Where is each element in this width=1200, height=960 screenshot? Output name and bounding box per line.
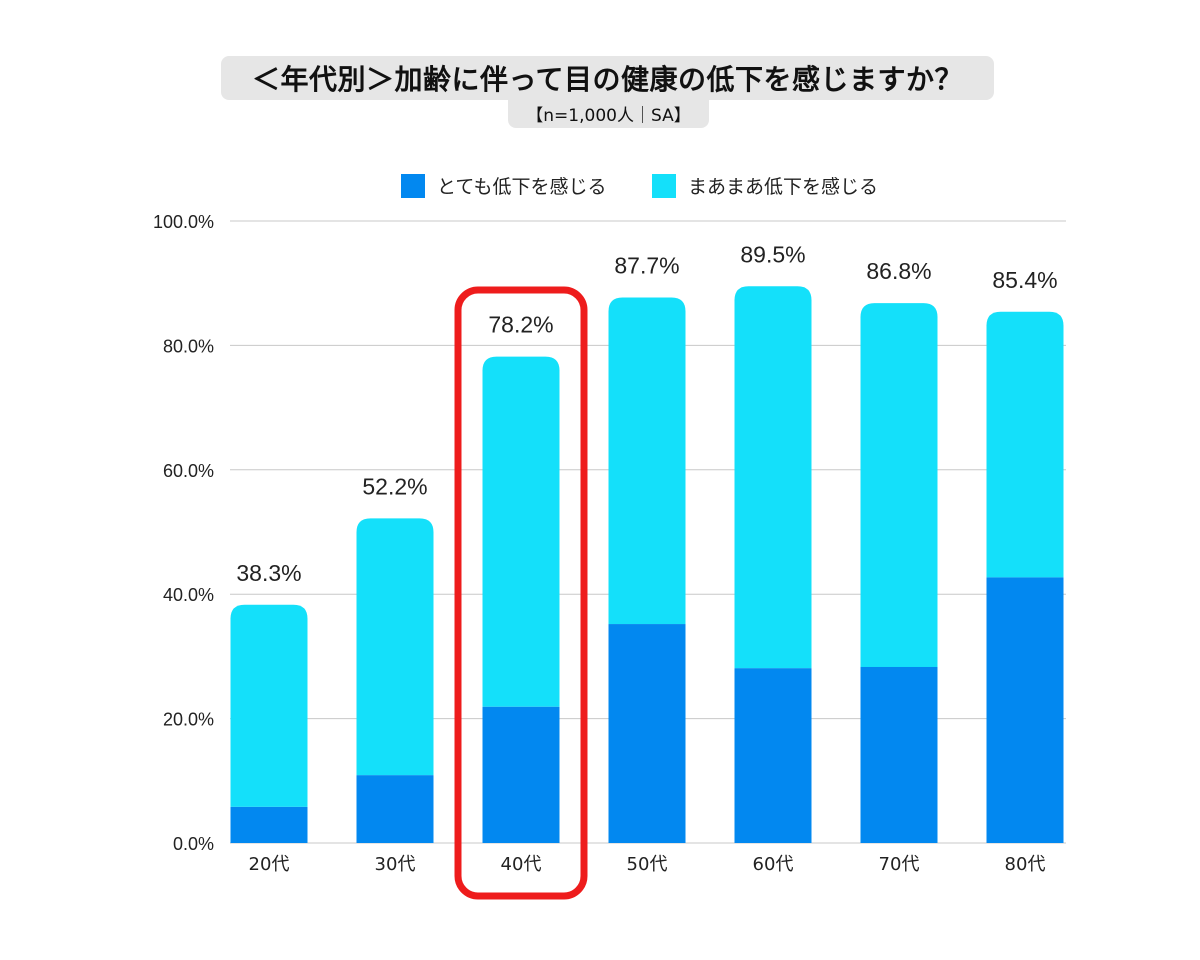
y-tick-label: 20.0% <box>163 710 214 730</box>
legend-swatch <box>401 174 425 198</box>
bar-segment-very <box>608 624 686 843</box>
bar-segment-very <box>230 806 308 843</box>
bar-total-label: 38.3% <box>236 560 301 586</box>
y-tick-label: 80.0% <box>163 336 214 356</box>
bars <box>230 286 1064 843</box>
highlight-frame <box>454 286 588 900</box>
bar-segment-somewhat <box>356 518 434 776</box>
chart-subtitle: 【n=1,000人｜SA】 <box>508 98 709 128</box>
y-tick-label: 0.0% <box>173 834 214 854</box>
legend: とても低下を感じる まあまあ低下を感じる <box>401 174 878 198</box>
bar-segment-very <box>860 666 938 843</box>
legend-label: とても低下を感じる <box>437 176 606 198</box>
bar-segment-somewhat <box>734 286 812 669</box>
bar-segment-somewhat <box>986 311 1064 578</box>
x-tick-label: 80代 <box>1005 854 1046 875</box>
legend-swatch <box>652 174 676 198</box>
x-tick-label: 20代 <box>249 854 290 875</box>
chart-title: ＜年代別＞加齢に伴って目の健康の低下を感じますか？ <box>221 56 994 100</box>
bar-total-label: 78.2% <box>488 312 553 338</box>
bar-segment-very <box>482 706 560 843</box>
x-tick-label: 70代 <box>879 854 920 875</box>
x-tick-label: 50代 <box>627 854 668 875</box>
x-tick-label: 60代 <box>753 854 794 875</box>
bar-total-label: 85.4% <box>992 267 1057 293</box>
labels: 0.0% 20.0% 40.0% 60.0% 80.0% 100.0% 38.3% 20代 52… <box>153 212 1058 900</box>
bar-segment-somewhat <box>230 604 308 807</box>
bar-total-label: 89.5% <box>740 241 805 267</box>
bar-segment-very <box>986 577 1064 843</box>
y-tick-label: 40.0% <box>163 585 214 605</box>
bar-total-label: 86.8% <box>866 258 931 284</box>
bar-segment-very <box>356 775 434 843</box>
bar-segment-somewhat <box>608 297 686 625</box>
y-tick-label: 100.0% <box>153 212 214 232</box>
y-tick-label: 60.0% <box>163 461 214 481</box>
bar-segment-somewhat <box>860 303 938 667</box>
bar-segment-very <box>734 668 812 843</box>
legend-label: まあまあ低下を感じる <box>688 176 878 198</box>
x-tick-label: 30代 <box>375 854 416 875</box>
bar-segment-somewhat <box>482 356 560 707</box>
bar-total-label: 87.7% <box>614 253 679 279</box>
bar-total-label: 52.2% <box>362 473 427 499</box>
x-tick-label: 40代 <box>501 854 542 875</box>
